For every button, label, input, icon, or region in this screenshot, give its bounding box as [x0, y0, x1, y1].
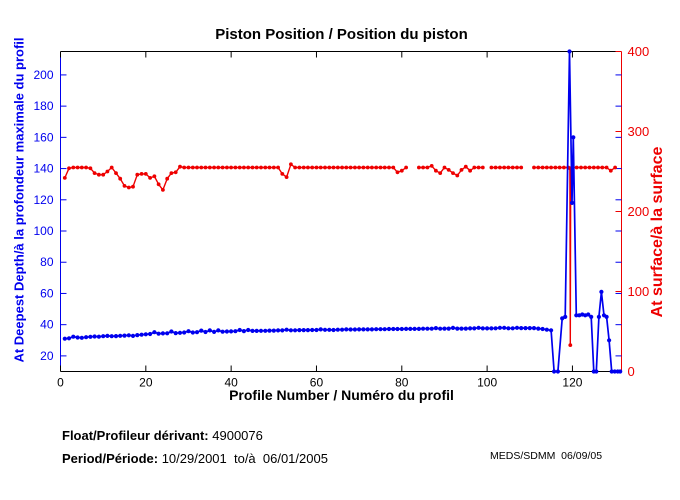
footer-float-line: Float/Profileur dérivant: 4900076	[62, 428, 263, 443]
left-tick-label: 140	[33, 162, 53, 176]
left-tick-label: 200	[33, 68, 53, 82]
deep-series-line	[64, 50, 621, 373]
credit-text: MEDS/SDMM 06/09/05	[490, 450, 603, 462]
left-tick-label: 80	[40, 255, 54, 269]
deep-series-marker	[618, 369, 623, 374]
left-tick-label: 160	[33, 130, 53, 144]
left-tick-label: 40	[40, 318, 54, 332]
x-tick-label: 20	[139, 376, 153, 390]
left-tick-label: 100	[33, 224, 53, 238]
footer-period-line: Period/Période: 10/29/2001 to/à 06/01/20…	[62, 451, 328, 466]
x-tick-label: 60	[310, 376, 324, 390]
chart-title: Piston Position / Position du piston	[215, 26, 468, 43]
right-tick-label: 200	[628, 204, 650, 219]
x-tick-label: 120	[562, 376, 582, 390]
x-tick-label: 0	[57, 376, 64, 390]
surface-series	[62, 162, 617, 347]
left-tick-label: 20	[40, 349, 54, 363]
x-tick-label: 100	[477, 376, 497, 390]
plot-box	[60, 51, 622, 372]
right-tick-label: 400	[628, 44, 650, 59]
surface-series-line	[64, 163, 407, 191]
plot-area: 0 20 40 60 80 100 1202040608010012014016018020…	[33, 44, 650, 390]
left-tick-label: 120	[33, 193, 53, 207]
left-axis-ticks: 20 40 60 80 100 120 140 160 180 200	[33, 68, 622, 363]
x-tick-label: 80	[395, 376, 409, 390]
right-tick-label: 0	[628, 364, 635, 379]
right-tick-label: 100	[628, 284, 650, 299]
surface-series-line	[418, 165, 483, 177]
float-value: 4900076	[208, 428, 263, 443]
x-axis-label: Profile Number / Numéro du profil	[229, 387, 454, 403]
x-axis-ticks: 0 20 40 60 80 100 120	[57, 51, 583, 390]
x-tick-label: 40	[224, 376, 238, 390]
left-tick-label: 60	[40, 286, 54, 300]
period-value: 10/29/2001 to/à 06/01/2005	[158, 451, 328, 466]
float-label: Float/Profileur dérivant:	[62, 428, 209, 443]
left-tick-label: 180	[33, 99, 53, 113]
deep-series	[62, 49, 623, 374]
right-axis-ticks: 0 100 200 300 400	[615, 44, 650, 379]
period-label: Period/Période:	[62, 451, 159, 466]
right-tick-label: 300	[628, 124, 650, 139]
